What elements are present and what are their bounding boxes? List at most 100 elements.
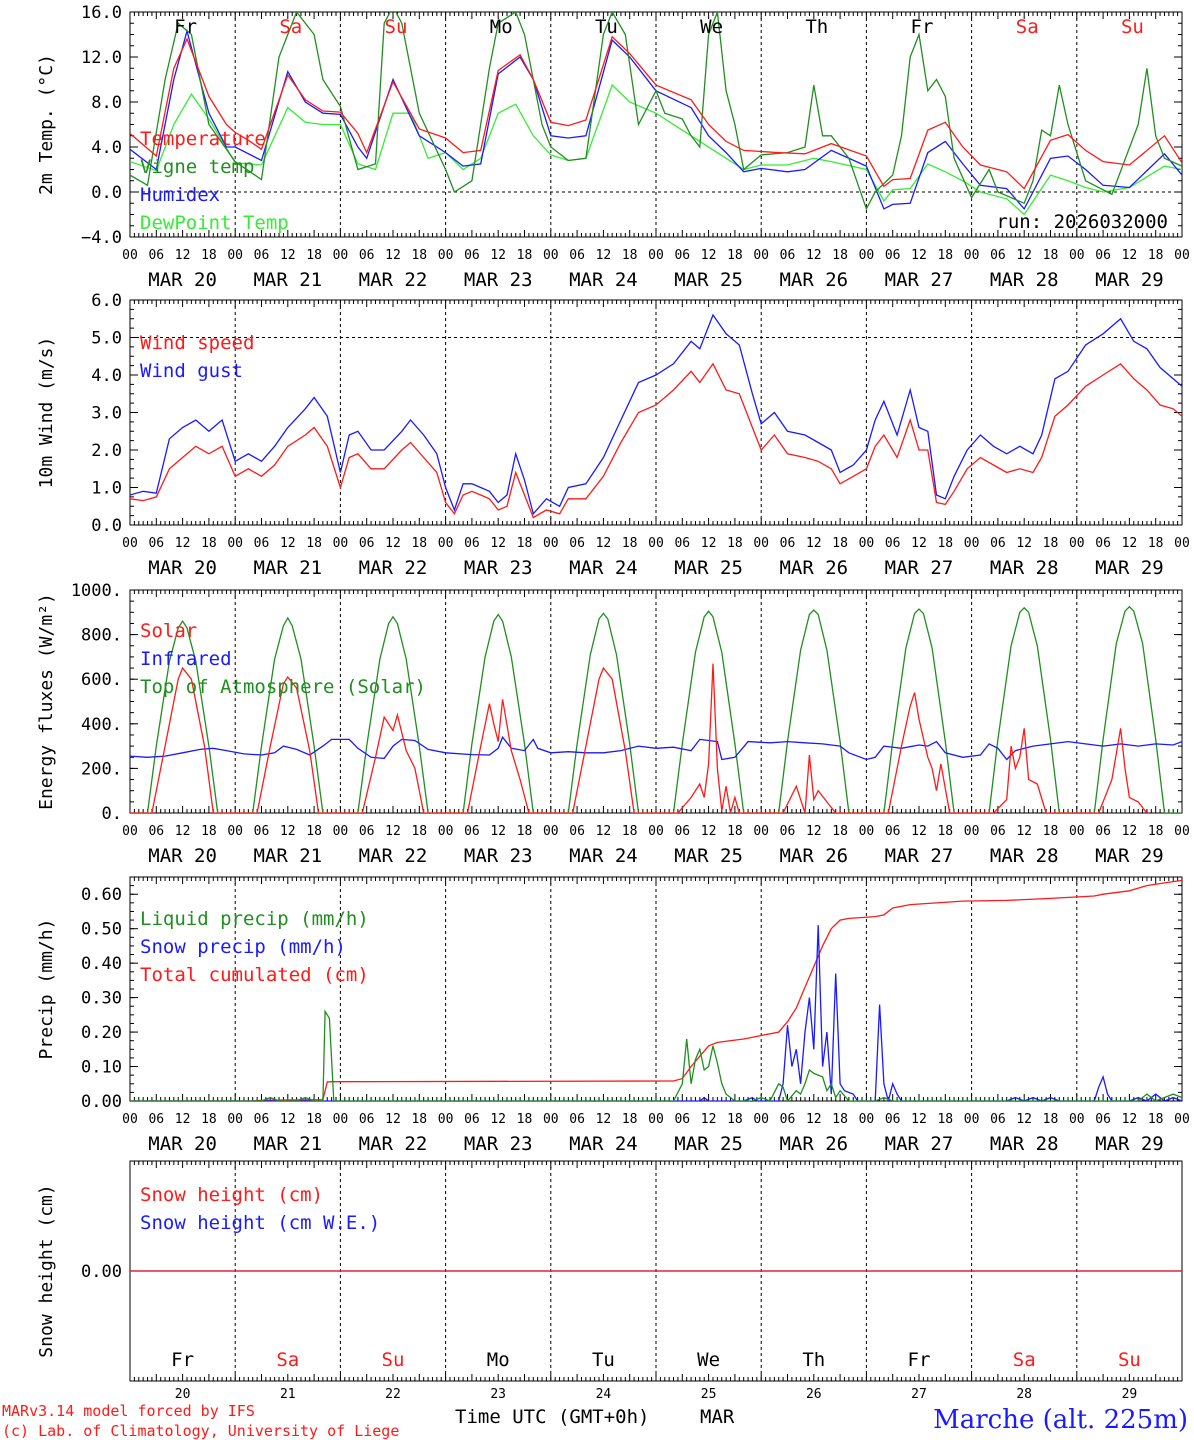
hour-tick-label: 12 bbox=[175, 1112, 191, 1127]
series-line-wind-speed bbox=[130, 362, 1182, 519]
day-label: MAR 24 bbox=[569, 1133, 638, 1155]
hour-tick-label: 00 bbox=[648, 248, 664, 263]
hour-tick-label: 06 bbox=[148, 248, 164, 263]
hour-tick-label: 06 bbox=[780, 536, 796, 551]
x-axis-title: Time UTC (GMT+0h) bbox=[455, 1406, 649, 1428]
hour-tick-label: 18 bbox=[727, 1112, 743, 1127]
day-number-label: 20 bbox=[175, 1387, 191, 1402]
hour-tick-label: 06 bbox=[885, 536, 901, 551]
series-line-solar bbox=[130, 663, 1148, 813]
day-label: MAR 21 bbox=[253, 845, 322, 867]
hour-tick-label: 00 bbox=[333, 248, 349, 263]
hour-tick-label: 06 bbox=[464, 1112, 480, 1127]
hour-tick-label: 06 bbox=[569, 1112, 585, 1127]
y-axis-title: 10m Wind (m/s) bbox=[36, 337, 57, 489]
hour-tick-label: 12 bbox=[1016, 824, 1032, 839]
hour-tick-label: 12 bbox=[596, 248, 612, 263]
weekday-label-top: We bbox=[700, 16, 723, 38]
hour-tick-label: 00 bbox=[753, 536, 769, 551]
weekday-label-top: Tu bbox=[595, 16, 618, 38]
series-line-snow-precip-mm-h- bbox=[130, 925, 1182, 1101]
hour-tick-label: 18 bbox=[622, 248, 638, 263]
hour-tick-label: 00 bbox=[753, 248, 769, 263]
day-label: MAR 28 bbox=[990, 269, 1059, 291]
legend-entry: Snow precip (mm/h) bbox=[140, 936, 346, 958]
hour-tick-label: 12 bbox=[280, 536, 296, 551]
day-label: MAR 21 bbox=[253, 269, 322, 291]
day-label: MAR 24 bbox=[569, 845, 638, 867]
hour-tick-label: 12 bbox=[385, 248, 401, 263]
hour-tick-label: 18 bbox=[201, 248, 217, 263]
hour-tick-label: 00 bbox=[333, 536, 349, 551]
hour-tick-label: 18 bbox=[517, 1112, 533, 1127]
hour-tick-label: 18 bbox=[1043, 1112, 1059, 1127]
day-label: MAR 20 bbox=[148, 1133, 217, 1155]
hour-tick-label: 00 bbox=[964, 824, 980, 839]
day-label: MAR 27 bbox=[885, 1133, 954, 1155]
hour-tick-label: 18 bbox=[201, 824, 217, 839]
hour-tick-label: 06 bbox=[359, 1112, 375, 1127]
hour-tick-label: 12 bbox=[280, 1112, 296, 1127]
day-number-label: 22 bbox=[385, 1387, 401, 1402]
hour-tick-label: 00 bbox=[1069, 248, 1085, 263]
hour-tick-label: 18 bbox=[832, 248, 848, 263]
y-tick-label: 6.0 bbox=[91, 291, 122, 311]
y-tick-label: 1.0 bbox=[91, 479, 122, 499]
day-label: MAR 27 bbox=[885, 845, 954, 867]
hour-tick-label: 18 bbox=[937, 536, 953, 551]
hour-tick-label: 00 bbox=[438, 824, 454, 839]
y-axis-title: Precip (mm/h) bbox=[36, 919, 57, 1060]
hour-tick-label: 06 bbox=[464, 536, 480, 551]
hour-tick-label: 06 bbox=[359, 536, 375, 551]
legend-entry: Liquid precip (mm/h) bbox=[140, 908, 369, 930]
hour-tick-label: 00 bbox=[1069, 1112, 1085, 1127]
y-tick-label: 0.0 bbox=[91, 516, 122, 536]
day-number-label: 26 bbox=[806, 1387, 822, 1402]
day-label: MAR 29 bbox=[1095, 269, 1164, 291]
weekday-label-bottom: We bbox=[697, 1349, 720, 1371]
hour-tick-label: 06 bbox=[254, 536, 270, 551]
hour-tick-label: 12 bbox=[596, 536, 612, 551]
day-number-label: 23 bbox=[490, 1387, 506, 1402]
hour-tick-label: 12 bbox=[911, 536, 927, 551]
hour-tick-label: 00 bbox=[648, 1112, 664, 1127]
hour-tick-label: 18 bbox=[1148, 1112, 1164, 1127]
hour-tick-label: 00 bbox=[333, 824, 349, 839]
weekday-label-bottom: Sa bbox=[276, 1349, 299, 1371]
hour-tick-label: 18 bbox=[411, 248, 427, 263]
day-label: MAR 26 bbox=[779, 557, 848, 579]
hour-tick-label: 12 bbox=[1016, 248, 1032, 263]
footer-model: MARv3.14 model forced by IFS bbox=[2, 1402, 255, 1420]
hour-tick-label: 18 bbox=[411, 536, 427, 551]
hour-tick-label: 18 bbox=[411, 1112, 427, 1127]
day-label: MAR 25 bbox=[674, 557, 743, 579]
weekday-label-top: Su bbox=[1121, 16, 1144, 38]
hour-tick-label: 12 bbox=[806, 1112, 822, 1127]
hour-tick-label: 00 bbox=[227, 248, 243, 263]
hour-tick-label: 06 bbox=[1095, 536, 1111, 551]
legend-entry: Humidex bbox=[140, 184, 220, 206]
hour-tick-label: 18 bbox=[411, 824, 427, 839]
hour-tick-label: 06 bbox=[359, 248, 375, 263]
series-line-temperature bbox=[130, 35, 1182, 190]
hour-tick-label: 00 bbox=[227, 1112, 243, 1127]
y-tick-label: 0.00 bbox=[81, 1262, 122, 1282]
weekday-label-bottom: Su bbox=[382, 1349, 405, 1371]
hour-tick-label: 18 bbox=[622, 824, 638, 839]
hour-tick-label: 00 bbox=[1069, 536, 1085, 551]
hour-tick-label: 00 bbox=[122, 248, 138, 263]
hour-tick-label: 12 bbox=[911, 1112, 927, 1127]
hour-tick-label: 12 bbox=[596, 824, 612, 839]
legend-entry: Snow height (cm) bbox=[140, 1184, 323, 1206]
hour-tick-label: 00 bbox=[122, 824, 138, 839]
hour-tick-label: 06 bbox=[1095, 824, 1111, 839]
hour-tick-label: 06 bbox=[254, 1112, 270, 1127]
series-line-vigne-temp bbox=[130, 12, 1182, 211]
hour-tick-label: 00 bbox=[543, 824, 559, 839]
hour-tick-label: 12 bbox=[701, 536, 717, 551]
day-label: MAR 23 bbox=[464, 1133, 533, 1155]
hour-tick-label: 18 bbox=[832, 536, 848, 551]
hour-tick-label: 12 bbox=[490, 1112, 506, 1127]
legend-entry: Wind gust bbox=[140, 360, 243, 382]
hour-tick-label: 12 bbox=[1122, 824, 1138, 839]
